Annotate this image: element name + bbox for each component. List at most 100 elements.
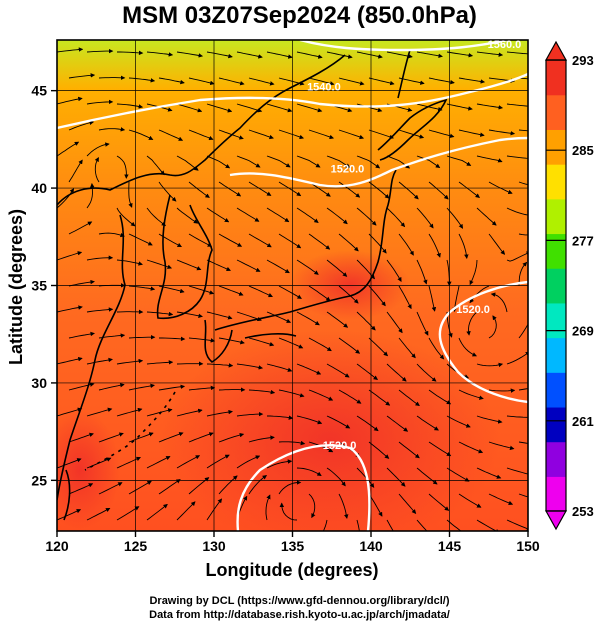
streamline [176,455,201,469]
streamline [506,351,528,365]
streamline [506,51,528,55]
streamline [236,455,261,469]
streamline [236,51,263,59]
streamline [176,51,204,58]
streamline [57,47,84,53]
colorbar-cell [546,302,566,339]
streamline [326,415,351,429]
streamline [98,232,125,238]
streamline [128,181,133,208]
streamline [68,73,96,79]
streamline [398,389,420,407]
colorbar-cell [546,441,566,477]
streamline [488,315,497,339]
streamline [368,233,387,254]
streamline [506,415,528,418]
coastlines [57,49,448,521]
streamline [458,441,484,454]
streamline [458,129,485,137]
streamline [386,207,406,228]
y-tick-label: 30 [31,375,47,391]
streamline [146,155,165,176]
map-title: MSM 03Z07Sep2024 (850.0hPa) [122,2,477,29]
streamline [57,458,82,469]
contour-east-high [438,280,528,404]
streamline [476,467,502,479]
streamline [218,129,244,140]
streamline [68,382,95,391]
streamline [398,493,417,514]
streamline [266,207,290,223]
streamline [236,363,264,370]
colorbar-tick-label: 285 [572,143,594,158]
streamline [158,129,184,141]
coast-taiwan [63,469,71,521]
streamline [338,389,362,404]
colorbar-tick-label: 253 [572,504,594,519]
x-tick-label: 135 [281,538,305,554]
streamline [469,285,490,304]
streamline [356,519,360,531]
streamline [398,285,412,310]
warm-region-southeast [160,330,500,531]
streamline [57,509,82,521]
streamline [57,407,83,417]
colorbar-cell [546,268,566,304]
streamline [176,103,203,113]
streamline [236,411,264,417]
streamline [146,207,166,227]
streamline [206,155,231,169]
streamline [266,155,291,168]
streamline [278,440,306,446]
streamline [356,363,379,380]
streamline [266,103,293,113]
streamline [296,259,319,275]
streamline [428,441,452,457]
streamline [98,432,124,443]
streamline [248,337,275,347]
streamline [116,358,144,365]
streamline [68,120,95,131]
streamline [356,415,379,432]
streamline [446,415,471,428]
streamline [98,482,123,495]
streamline [86,142,110,157]
streamline [266,51,293,59]
contour-north [299,40,513,52]
streamline [176,207,199,224]
streamline [98,127,126,132]
streamline [518,388,528,391]
streamline [218,337,245,345]
streamline [518,233,528,236]
streamline [248,233,272,248]
streamline [218,233,243,247]
x-tick-label: 125 [124,538,148,554]
streamline [518,129,528,132]
streamline [128,334,156,340]
streamline [446,103,473,111]
streamline [266,459,293,469]
streamline [159,336,186,342]
streamline [116,456,141,469]
streamline [57,96,83,105]
credit-drawing: Drawing by DCL (https://www.gfd-dennou.o… [149,595,450,607]
streamline [428,285,437,312]
streamline [488,388,516,393]
streamline [86,255,114,261]
streamline [368,389,391,406]
streamline [326,207,348,225]
streamline [506,251,528,262]
streamline [146,51,174,57]
streamline [338,337,361,354]
streamline [458,181,480,198]
streamline [338,129,365,140]
streamline [416,467,438,485]
streamline [416,155,441,169]
streamline [278,389,305,398]
streamline [356,207,377,226]
credit-data: Data from http://database.rish.kyoto-u.a… [149,609,450,621]
streamline [458,337,477,357]
streamline [68,159,83,183]
streamline [265,494,271,521]
streamline [158,432,184,443]
